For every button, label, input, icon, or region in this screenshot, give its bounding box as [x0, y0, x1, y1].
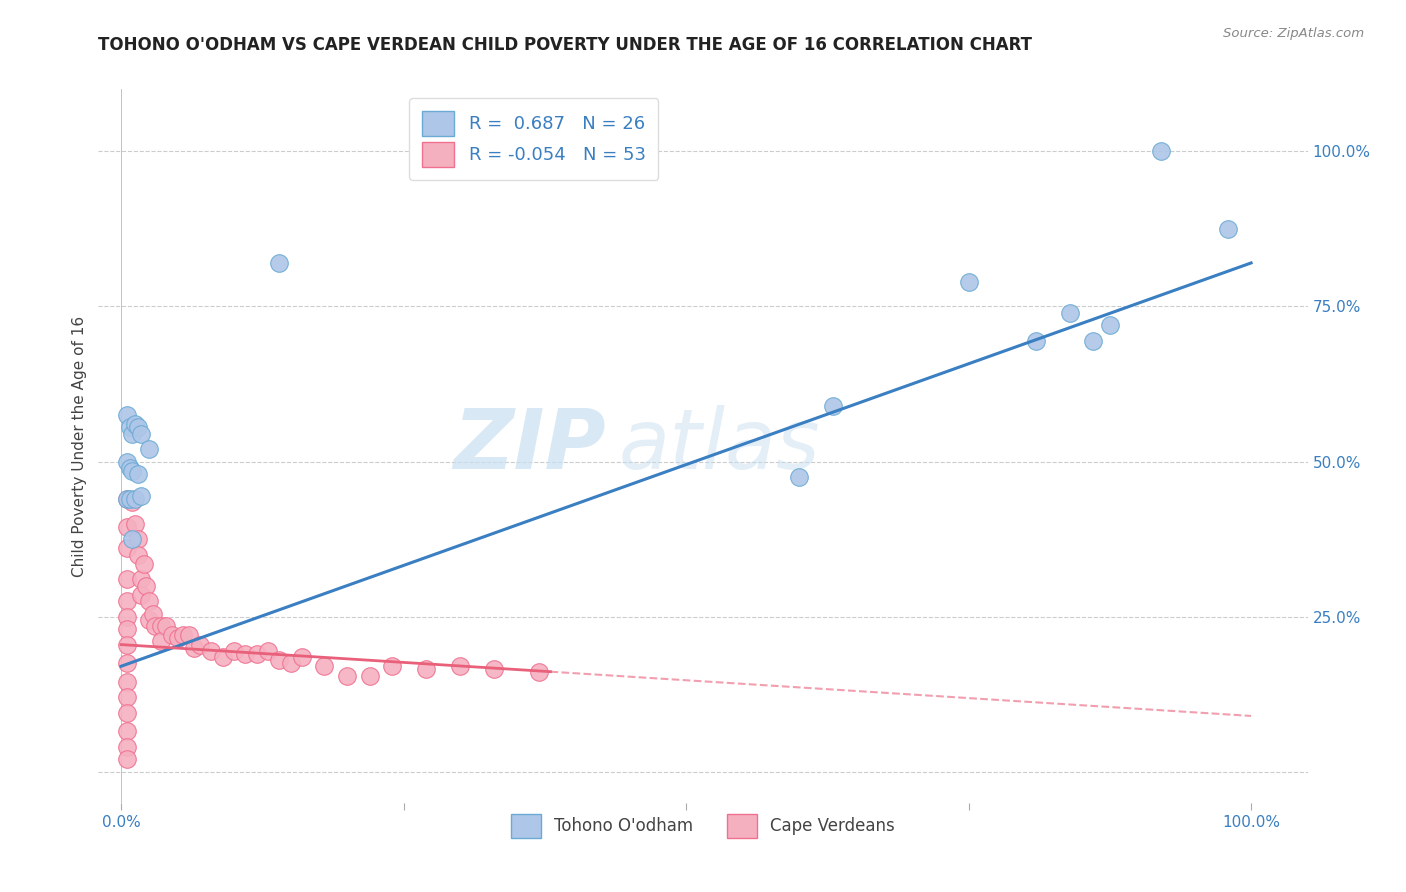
Point [155, 619, 177, 633]
Point [1218, 222, 1240, 236]
Point [120, 460, 142, 475]
Point [124, 417, 146, 432]
Point [115, 573, 138, 587]
Point [115, 622, 138, 636]
Point [821, 399, 844, 413]
Point [222, 644, 245, 658]
Point [1098, 318, 1121, 332]
Point [115, 706, 138, 720]
Point [172, 628, 194, 642]
Point [121, 426, 143, 441]
Point [143, 619, 166, 633]
Point [127, 532, 149, 546]
Point [138, 442, 160, 456]
Y-axis label: Child Poverty Under the Age of 16: Child Poverty Under the Age of 16 [72, 316, 87, 576]
Point [188, 638, 211, 652]
Point [160, 628, 183, 642]
Point [1150, 145, 1173, 159]
Point [121, 464, 143, 478]
Point [120, 420, 142, 434]
Point [257, 644, 280, 658]
Point [166, 632, 188, 646]
Point [482, 662, 505, 676]
Point [1025, 334, 1047, 348]
Point [131, 573, 153, 587]
Point [233, 647, 256, 661]
Point [314, 659, 336, 673]
Point [142, 607, 165, 621]
Point [135, 579, 157, 593]
Point [291, 650, 314, 665]
Point [527, 665, 550, 680]
Point [115, 491, 138, 506]
Text: Source: ZipAtlas.com: Source: ZipAtlas.com [1223, 27, 1364, 40]
Point [124, 516, 146, 531]
Point [183, 640, 205, 655]
Point [127, 420, 149, 434]
Point [127, 548, 149, 562]
Point [115, 609, 138, 624]
Point [138, 594, 160, 608]
Point [115, 638, 138, 652]
Point [115, 752, 138, 766]
Point [957, 275, 980, 289]
Point [115, 656, 138, 670]
Point [115, 690, 138, 705]
Point [115, 674, 138, 689]
Point [787, 470, 810, 484]
Legend: Tohono O'odham, Cape Verdeans: Tohono O'odham, Cape Verdeans [505, 807, 901, 845]
Point [269, 653, 291, 667]
Point [121, 495, 143, 509]
Point [115, 724, 138, 739]
Text: ZIP: ZIP [454, 406, 606, 486]
Point [115, 519, 138, 533]
Text: TOHONO O'ODHAM VS CAPE VERDEAN CHILD POVERTY UNDER THE AGE OF 16 CORRELATION CHA: TOHONO O'ODHAM VS CAPE VERDEAN CHILD POV… [98, 36, 1032, 54]
Point [280, 656, 302, 670]
Point [115, 594, 138, 608]
Point [124, 491, 146, 506]
Point [211, 650, 233, 665]
Point [127, 467, 149, 481]
Point [131, 489, 153, 503]
Point [415, 662, 437, 676]
Point [131, 426, 153, 441]
Point [359, 668, 381, 682]
Point [269, 256, 291, 270]
Point [1081, 334, 1104, 348]
Point [200, 644, 222, 658]
Point [115, 454, 138, 468]
Point [131, 588, 153, 602]
Point [177, 628, 200, 642]
Point [336, 668, 359, 682]
Point [121, 532, 143, 546]
Point [138, 613, 160, 627]
Point [115, 491, 138, 506]
Point [115, 739, 138, 754]
Text: atlas: atlas [619, 406, 820, 486]
Point [246, 647, 269, 661]
Point [1059, 305, 1081, 319]
Point [115, 408, 138, 422]
Point [120, 491, 142, 506]
Point [132, 557, 155, 571]
Point [115, 541, 138, 556]
Point [449, 659, 471, 673]
Point [381, 659, 404, 673]
Point [149, 619, 172, 633]
Point [149, 634, 172, 648]
